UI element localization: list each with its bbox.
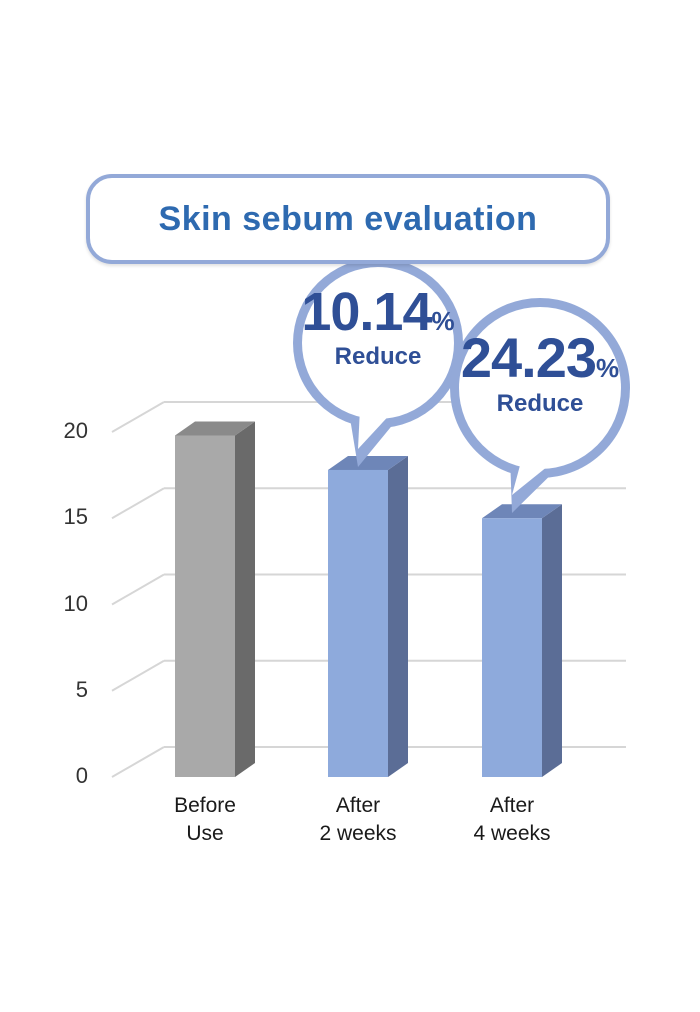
gridline-depth — [111, 401, 165, 433]
y-tick-label: 0 — [75, 763, 88, 788]
bar-top — [175, 421, 255, 436]
bar-top — [328, 455, 408, 470]
bubble-annotation: 10.14% Reduce — [288, 285, 468, 371]
bar — [175, 435, 235, 777]
bubble-label: Reduce — [334, 343, 422, 370]
gridline-depth — [111, 746, 165, 778]
bar-side — [235, 421, 255, 777]
bubble-value: 10.14% — [301, 282, 455, 342]
bubble-face — [459, 307, 621, 469]
y-tick-label: 10 — [63, 590, 88, 616]
bubble-percent-sign: % — [596, 353, 620, 383]
bar-side — [542, 504, 562, 777]
chart-title: Skin sebum evaluation — [158, 199, 538, 238]
chart-title-box: Skin sebum evaluation — [86, 174, 610, 264]
bar — [328, 469, 388, 777]
y-tick-label: 15 — [63, 504, 88, 530]
x-category-label: Before Use — [174, 794, 236, 845]
gridline-depth — [111, 659, 165, 692]
x-category-label: After 2 weeks — [319, 794, 397, 845]
gridline-depth — [111, 487, 165, 520]
bubble-annotation: 24.23% Reduce — [450, 330, 630, 418]
bubble-percent-sign: % — [431, 306, 455, 336]
bubble-pointer-inner — [512, 458, 558, 495]
bar-top — [482, 504, 562, 519]
bar — [482, 518, 542, 777]
y-tick-label: 20 — [63, 418, 88, 443]
y-tick-label: 5 — [75, 676, 88, 702]
bubble-value: 24.23% — [460, 326, 620, 389]
bubble-label: Reduce — [496, 390, 584, 417]
bubble-pointer-inner — [358, 408, 396, 449]
x-category-label: After 4 weeks — [473, 794, 551, 845]
bar-side — [388, 455, 408, 777]
bubble-face — [302, 267, 454, 419]
gridline-depth — [111, 573, 165, 606]
